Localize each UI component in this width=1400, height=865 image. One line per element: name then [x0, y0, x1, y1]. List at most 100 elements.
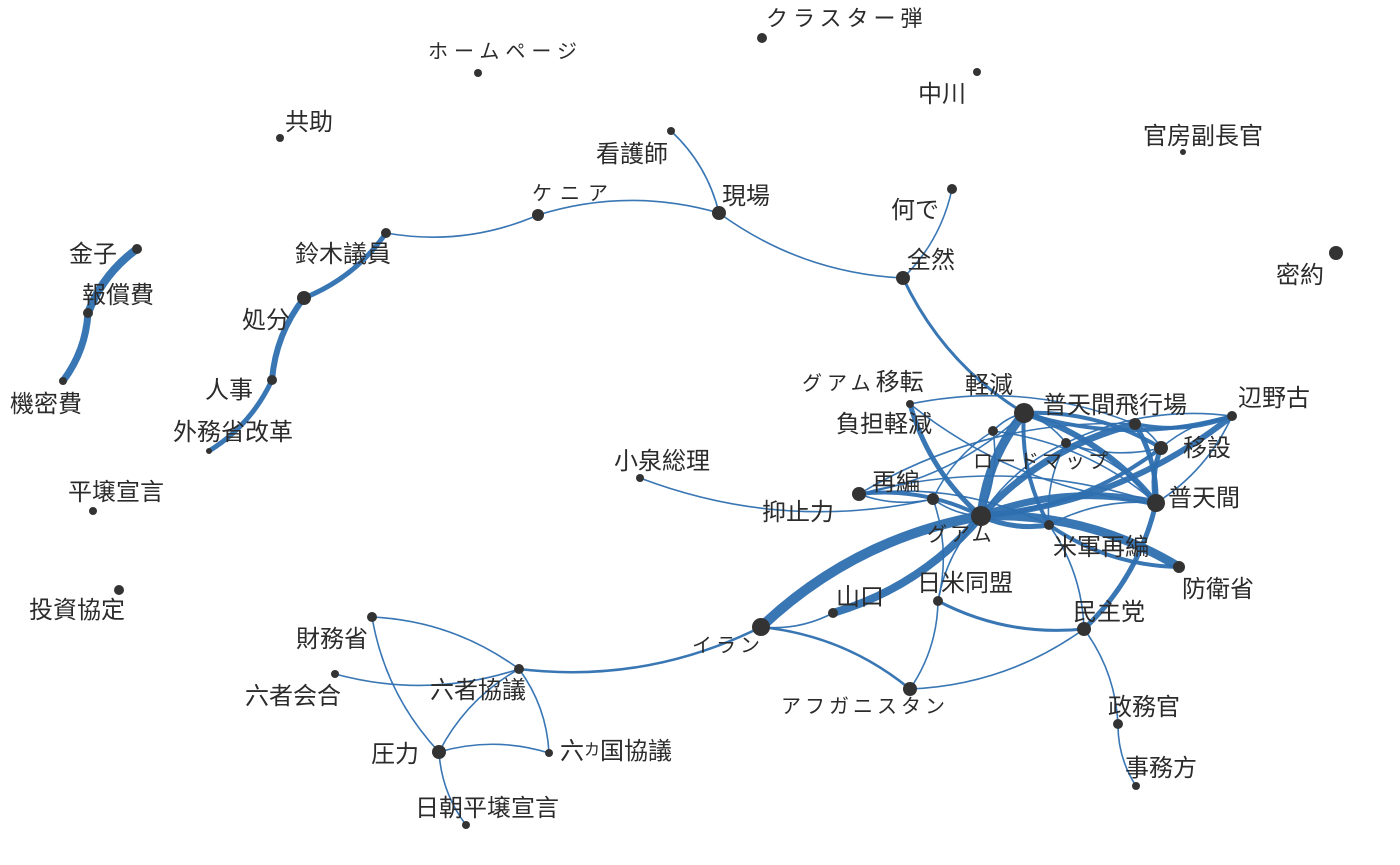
node-toshi[interactable] — [114, 585, 124, 595]
node-nitcho[interactable] — [462, 821, 470, 829]
edge-kaneko-hoshohi — [84, 245, 141, 317]
label-nakagawa: 中川 — [918, 80, 966, 108]
edge-hoshohi-kimitsuhi — [59, 309, 92, 385]
label-toshi: 投資協定 — [29, 596, 125, 624]
node-henoko[interactable] — [1227, 411, 1237, 421]
node-seimukan[interactable] — [1113, 719, 1123, 729]
label-jinji: 人事 — [205, 376, 253, 404]
label-iran: イラン — [692, 633, 764, 657]
node-yokushi[interactable] — [927, 493, 939, 505]
label-yamaguchi: 山口 — [836, 583, 884, 611]
label-futenma_airfield: 普天間飛行場 — [1043, 391, 1187, 419]
edge-keigen-isetsu — [1022, 410, 1163, 450]
label-kenya: ケニア — [532, 181, 616, 205]
node-kenya[interactable] — [532, 209, 544, 221]
label-jimukata: 事務方 — [1125, 754, 1197, 782]
node-kyojo[interactable] — [276, 134, 284, 142]
node-zaimu[interactable] — [367, 612, 377, 622]
edge-nande-zenzen — [902, 188, 953, 279]
node-nande[interactable] — [947, 184, 957, 194]
node-nakagawa[interactable] — [973, 68, 981, 76]
node-nichibei[interactable] — [933, 596, 943, 606]
node-iran[interactable] — [752, 618, 770, 636]
edge-saihen-beigun — [858, 490, 1050, 526]
label-zaimu: 財務省 — [296, 625, 368, 653]
edge-iran-afghan — [759, 625, 912, 691]
node-genba[interactable] — [712, 206, 726, 220]
edge-nichibei-afghan — [909, 600, 939, 690]
node-rokusha_kaigo[interactable] — [331, 670, 339, 678]
label-zenzen: 全然 — [907, 246, 955, 274]
node-koizumi[interactable] — [636, 474, 644, 482]
edge-rokusha_kyogi-rokusha_kaigo — [334, 668, 520, 687]
label-atsuryoku: 圧力 — [371, 740, 419, 768]
edge-rokusha_kyogi-zaimu — [371, 616, 520, 670]
node-guam_iten[interactable] — [906, 400, 914, 408]
edge-minshuto-seimukan — [1083, 628, 1119, 725]
node-kaneko[interactable] — [132, 244, 142, 254]
label-kimitsuhi: 機密費 — [10, 390, 82, 418]
edge-rokusha_kyogi-rokka — [518, 668, 550, 754]
label-nande: 何で — [891, 196, 939, 224]
node-rokka[interactable] — [545, 749, 553, 757]
edge-atsuryoku-nitcho — [438, 751, 467, 826]
edge-guam-futenma — [977, 492, 1160, 520]
node-rokusha_kyogi[interactable] — [514, 664, 524, 674]
label-mitsuyaku: 密約 — [1276, 261, 1324, 289]
label-rokusha_kyogi: 六者協議 — [430, 676, 526, 704]
node-shobun[interactable] — [297, 291, 311, 305]
label-beigun: 米軍再編 — [1053, 533, 1149, 561]
node-homepage[interactable] — [474, 69, 482, 77]
node-keigen[interactable] — [1014, 403, 1034, 423]
edges-layer — [59, 130, 1235, 826]
node-heijo1[interactable] — [89, 507, 97, 515]
edge-keigen-saihen — [858, 412, 1025, 495]
edge-beigun-boei — [1047, 523, 1181, 569]
node-suzuki[interactable] — [381, 228, 391, 238]
label-cluster_bomb: クラスター弾 — [766, 7, 928, 32]
node-yamaguchi[interactable] — [828, 608, 838, 618]
node-minshuto[interactable] — [1077, 622, 1091, 636]
node-futenma[interactable] — [1147, 494, 1165, 512]
node-boei[interactable] — [1173, 561, 1185, 573]
edge-guam-iran — [756, 511, 986, 632]
node-afghan[interactable] — [903, 682, 917, 696]
node-kangoshi[interactable] — [667, 127, 675, 135]
node-saihen[interactable] — [852, 487, 866, 501]
label-saihen: 再編 — [872, 468, 920, 496]
label-nichibei: 日米同盟 — [917, 569, 1013, 597]
edge-roadmap-futenma — [1065, 442, 1157, 504]
label-kaneko: 金子 — [69, 240, 117, 268]
node-jinji[interactable] — [267, 375, 277, 385]
node-cluster_bomb[interactable] — [757, 33, 767, 43]
label-genba: 現場 — [722, 182, 770, 210]
node-jimukata[interactable] — [1132, 782, 1140, 790]
label-futan_keigen: 負担軽減 — [836, 410, 932, 438]
edge-guam-boei — [976, 511, 1184, 572]
edge-kangoshi-genba — [670, 130, 720, 214]
label-gaimu_kaikaku: 外務省改革 — [173, 418, 293, 446]
label-guam_iten: グアム移転 — [802, 368, 924, 396]
edge-futan_keigen-futenma — [992, 430, 1157, 504]
node-futenma_airfield[interactable] — [1129, 418, 1141, 430]
node-futan_keigen[interactable] — [988, 426, 998, 436]
node-kanbo[interactable] — [1180, 149, 1186, 155]
label-shobun: 処分 — [242, 306, 290, 334]
node-beigun[interactable] — [1044, 520, 1054, 530]
node-mitsuyaku[interactable] — [1329, 246, 1343, 260]
node-atsuryoku[interactable] — [432, 745, 446, 759]
node-gaimu_kaikaku[interactable] — [206, 448, 212, 454]
label-koizumi: 小泉総理 — [614, 447, 710, 475]
node-kimitsuhi[interactable] — [59, 377, 67, 385]
node-zenzen[interactable] — [896, 271, 910, 285]
label-seimukan: 政務官 — [1108, 693, 1180, 721]
node-hoshohi[interactable] — [83, 308, 93, 318]
edge-guam-yamaguchi — [829, 512, 985, 617]
edge-futenma-minshuto — [1081, 500, 1159, 632]
node-isetsu[interactable] — [1154, 441, 1168, 455]
node-roadmap[interactable] — [1061, 438, 1071, 448]
edge-atsuryoku-rokka — [438, 743, 550, 754]
node-guam[interactable] — [971, 506, 991, 526]
